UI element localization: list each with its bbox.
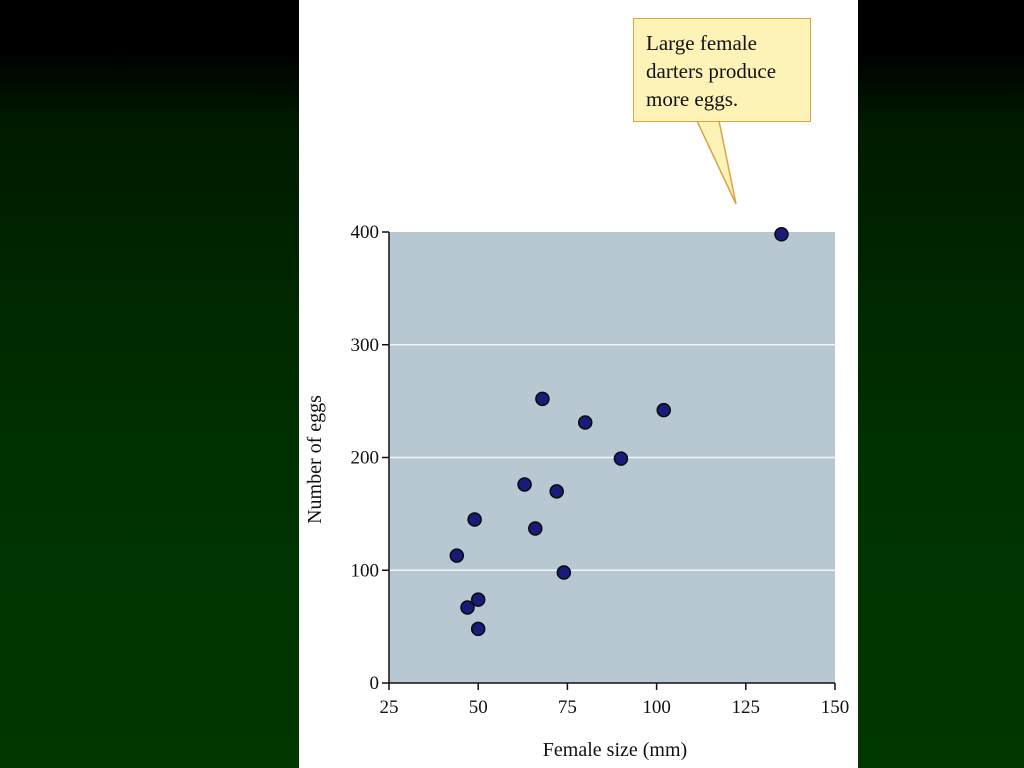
x-axis-title: Female size (mm) [543,739,687,761]
x-tick-label-25: 25 [380,697,399,718]
y-tick-label-300: 300 [351,335,380,356]
slide-panel: 0 100 200 300 400 25 50 75 100 125 150 Female size … [299,0,858,768]
data-point-9 [549,484,564,499]
x-tick-label-150: 150 [821,697,850,718]
y-tick-label-200: 200 [351,448,380,469]
annotation-callout: Large female darters produce more eggs. [633,18,811,122]
callout-line-1: Large female [646,31,757,55]
data-point-7 [528,521,543,536]
data-point-4 [470,621,486,637]
x-tick-label-100: 100 [642,697,671,718]
y-tick-label-100: 100 [351,560,380,581]
data-point-14 [774,227,789,242]
data-point-3 [467,512,482,527]
y-tick-label-0: 0 [370,673,380,694]
data-point-11 [577,415,593,430]
y-axis-title: Number of eggs [304,395,326,524]
x-tick-label-75: 75 [558,697,577,718]
callout-line-3: more eggs. [646,87,739,111]
callout-pointer [695,120,737,205]
scatter-chart: 0 100 200 300 400 25 50 75 100 125 150 Female size … [304,120,850,761]
data-point-6 [517,477,532,492]
y-tick-label-400: 400 [351,222,380,243]
data-point-13 [656,402,671,418]
data-point-10 [556,565,572,580]
data-point-2 [460,600,475,615]
x-tick-label-50: 50 [469,697,488,718]
data-point-12 [613,451,629,466]
callout-line-2: darters produce [646,59,777,83]
data-point-5 [470,592,486,607]
data-point-8 [535,391,550,407]
data-point-1 [449,548,465,563]
x-tick-label-125: 125 [732,697,761,718]
